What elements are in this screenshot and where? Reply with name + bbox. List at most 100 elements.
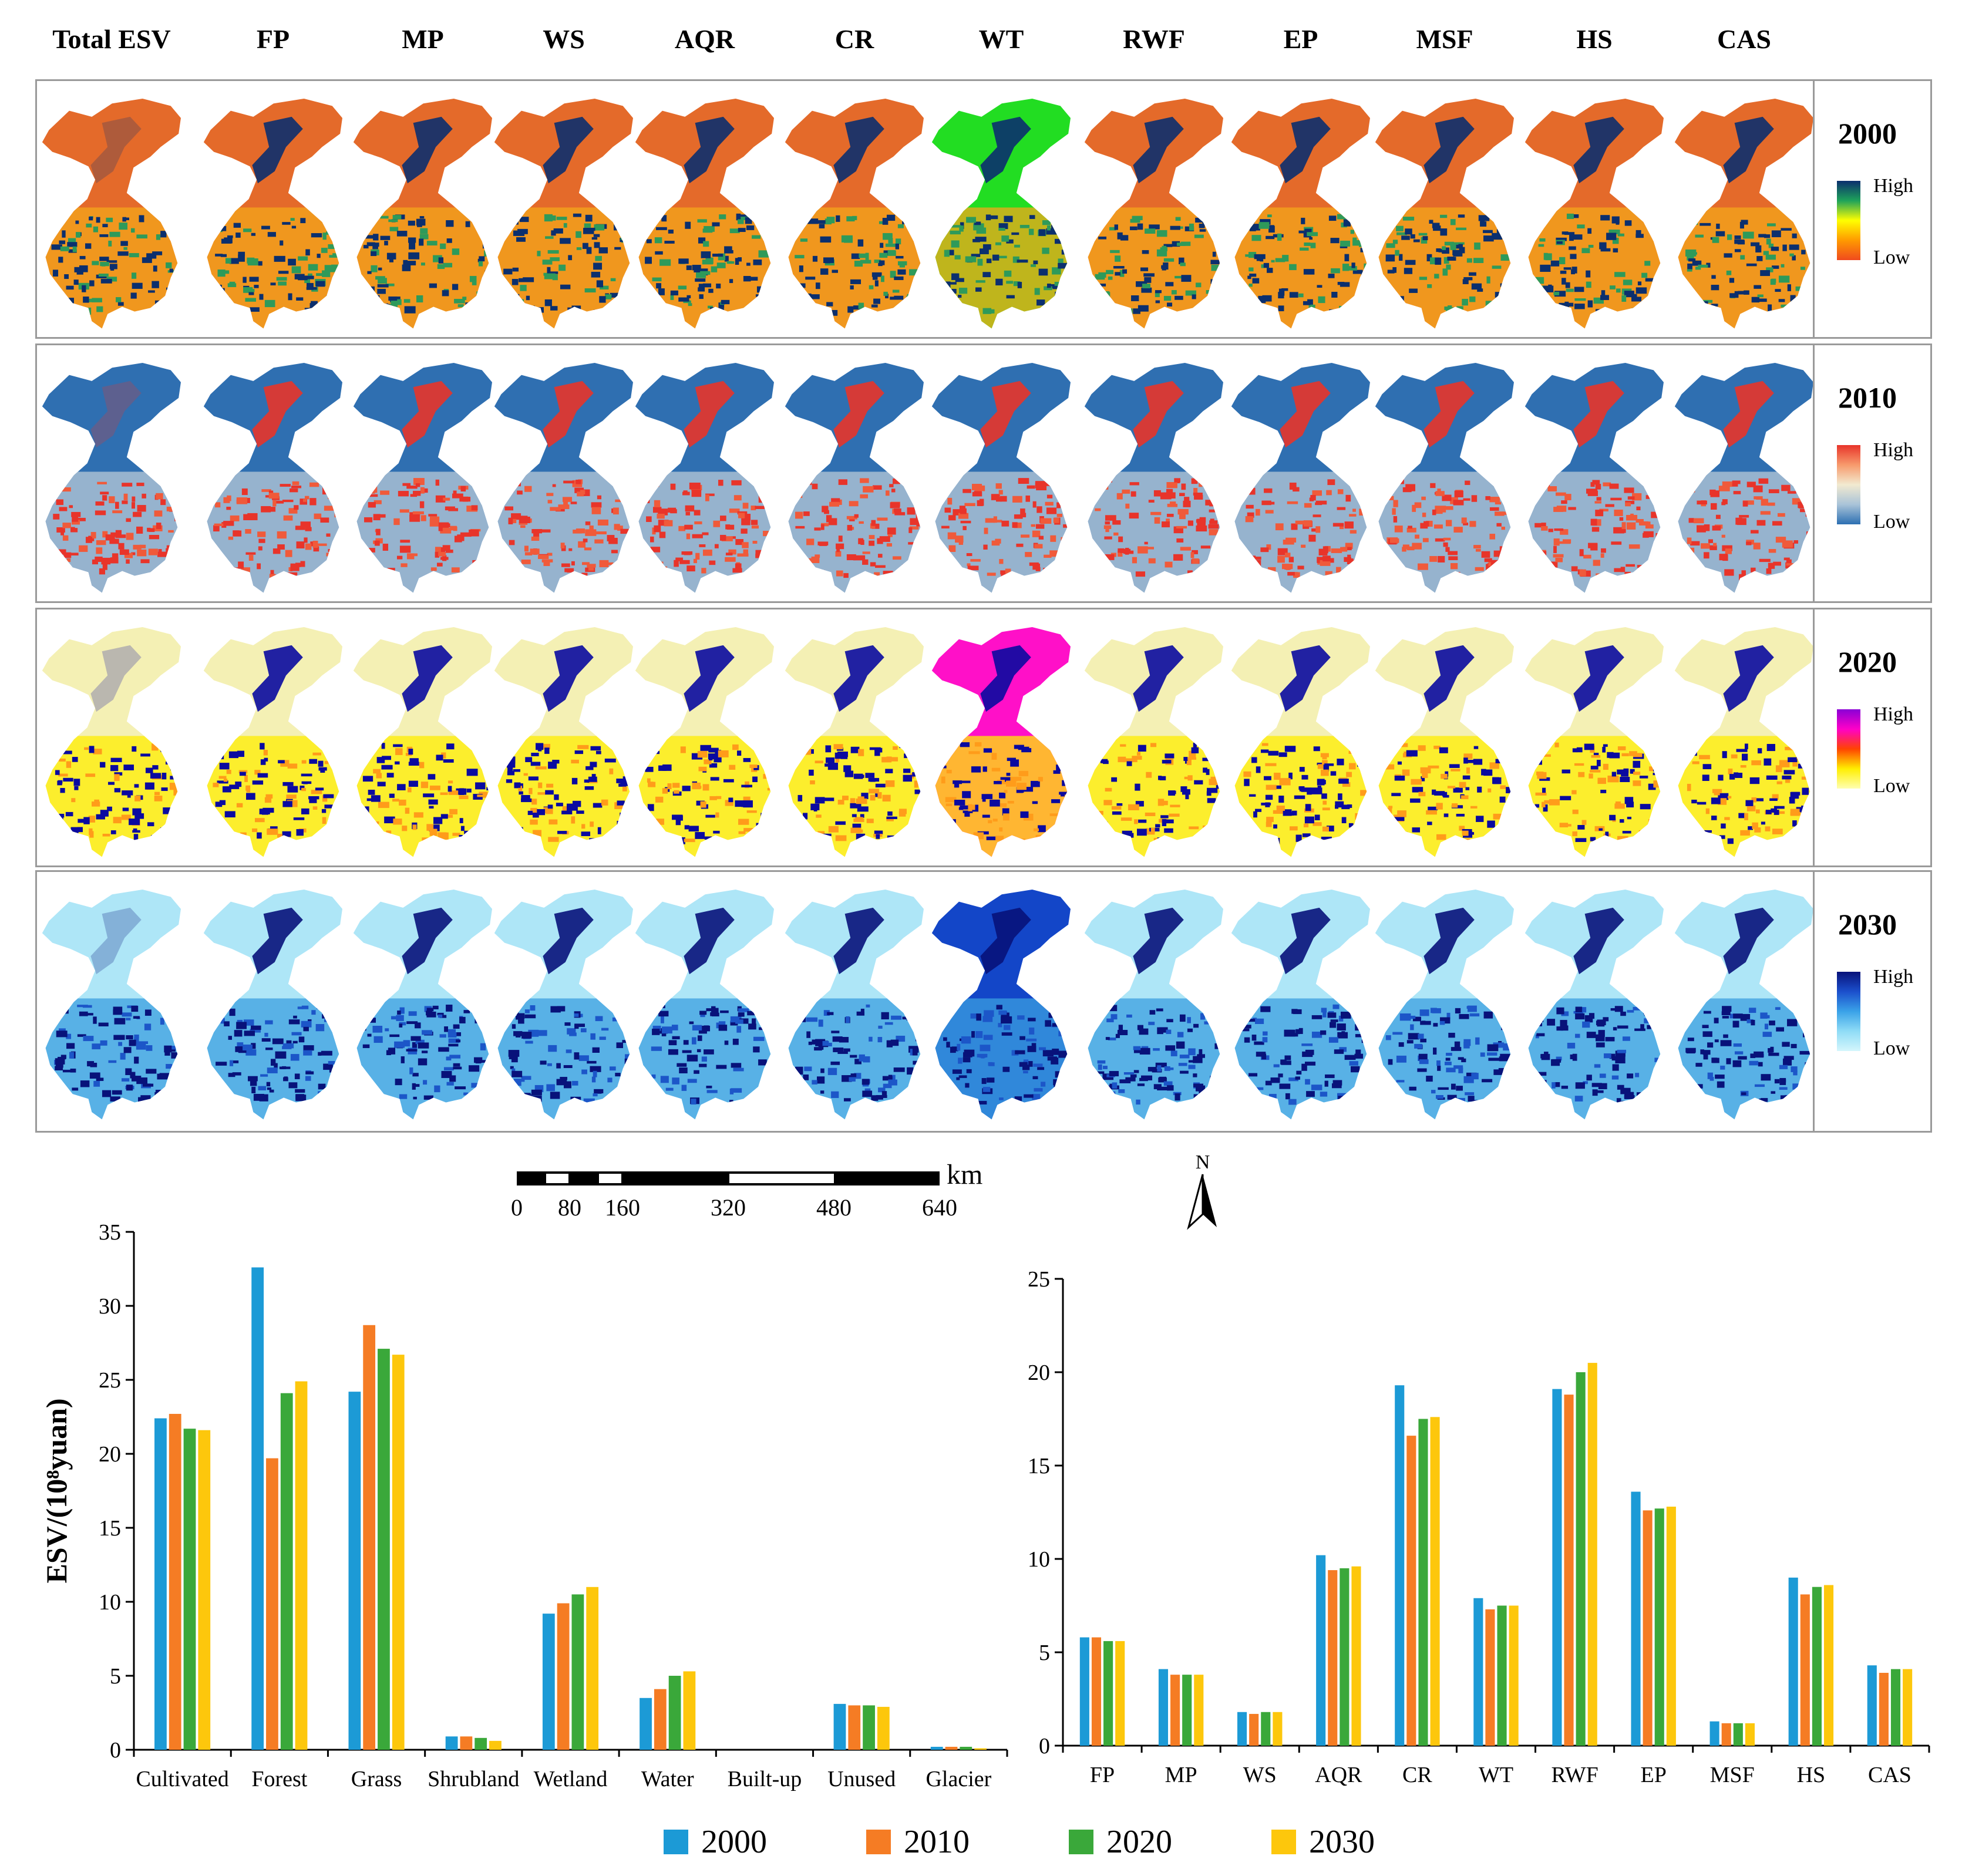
column-header: CR (834, 24, 874, 54)
legend-label: 2030 (1309, 1824, 1375, 1860)
map-msf-2000 (1375, 99, 1515, 329)
map-total-esv-2030 (42, 890, 181, 1120)
color-ramp (1837, 181, 1860, 260)
bar-2020-glacier (960, 1746, 972, 1750)
bar-2020-cas (1890, 1669, 1901, 1746)
bar-2000-forest (251, 1267, 264, 1750)
bar-2030-ws (1273, 1712, 1283, 1746)
map-ep-2010 (1231, 363, 1371, 593)
x-tick-label: FP (1090, 1763, 1115, 1787)
map-hs-2030 (1524, 890, 1664, 1120)
x-tick-label: Grass (351, 1767, 402, 1791)
bar-2030-mp (1194, 1675, 1204, 1746)
map-cr-2020 (785, 627, 924, 857)
bar-2010-fp (1091, 1637, 1102, 1746)
bar-2020-wetland (571, 1594, 584, 1750)
bar-2030-rwf (1587, 1363, 1597, 1746)
bar-2010-forest (266, 1458, 278, 1750)
map-cr-2000 (785, 99, 924, 329)
legend-item-2030: 2030 (1271, 1823, 1375, 1861)
bar-2010-ep (1643, 1510, 1653, 1746)
map-mp-2030 (353, 890, 493, 1120)
map-cas-2000 (1674, 99, 1814, 329)
x-tick-label: Unused (827, 1767, 896, 1791)
bar-2000-wetland (542, 1614, 555, 1750)
ramp-low-label: Low (1873, 511, 1910, 533)
bar-2020-water (668, 1676, 681, 1750)
map-row-2020 (42, 627, 1814, 857)
column-header: MP (402, 24, 444, 54)
map-cr-2010 (785, 363, 924, 593)
scale-tick-label: 80 (558, 1194, 581, 1221)
bar-2020-aqr (1340, 1568, 1349, 1746)
bar-2000-ws (1237, 1712, 1247, 1746)
bar-2010-glacier (945, 1746, 958, 1750)
x-tick-label: RWF (1551, 1763, 1598, 1787)
bar-2000-msf (1709, 1721, 1719, 1746)
y-tick-label: 0 (110, 1738, 121, 1763)
map-total-esv-2020 (42, 627, 181, 857)
bar-2010-wt (1485, 1609, 1495, 1746)
map-mp-2020 (353, 627, 493, 857)
map-fp-2010 (203, 363, 343, 593)
map-msf-2010 (1375, 363, 1515, 593)
y-tick-label: 15 (99, 1516, 121, 1541)
x-tick-label: WS (1243, 1763, 1277, 1787)
bar-2010-hs (1800, 1594, 1810, 1746)
y-tick-label: 5 (1039, 1641, 1050, 1665)
x-tick-label: EP (1641, 1763, 1667, 1787)
bar-2010-unused (848, 1705, 861, 1750)
bar-2020-forest (280, 1393, 293, 1750)
map-rwf-2000 (1084, 99, 1224, 329)
y-tick-label: 10 (1028, 1547, 1050, 1572)
bar-2030-wetland (586, 1587, 599, 1750)
legend-box-2000: 2000 High Low (1815, 79, 1932, 339)
legend-box-2030: 2030 High Low (1815, 870, 1932, 1133)
map-ws-2000 (494, 99, 634, 329)
ramp-low-label: Low (1873, 247, 1910, 268)
map-fp-2030 (203, 890, 343, 1120)
bar-2020-shrubland (474, 1737, 487, 1750)
bar-2020-msf (1733, 1723, 1743, 1746)
map-hs-2010 (1524, 363, 1664, 593)
bar-2030-wt (1509, 1605, 1519, 1746)
year-label: 2030 (1838, 908, 1897, 941)
legend-item-2000: 2000 (664, 1823, 767, 1861)
map-cas-2020 (1674, 627, 1814, 857)
year-label: 2010 (1838, 381, 1897, 414)
bar-2010-ws (1249, 1713, 1259, 1746)
ramp-high-label: High (1873, 703, 1913, 725)
bar-2020-rwf (1576, 1372, 1586, 1746)
y-tick-label: 25 (1028, 1267, 1050, 1292)
bar-2030-fp (1115, 1641, 1125, 1746)
color-ramp (1837, 709, 1860, 789)
bar-2000-cas (1867, 1665, 1877, 1746)
bar-2000-cr (1395, 1385, 1405, 1746)
y-tick-label: 10 (99, 1590, 121, 1615)
scale-tick-label: 0 (511, 1194, 523, 1221)
legend-swatch (664, 1830, 688, 1854)
map-hs-2020 (1524, 627, 1664, 857)
map-hs-2000 (1524, 99, 1664, 329)
ramp-low-label: Low (1873, 775, 1910, 797)
map-panel-2010 (35, 343, 1815, 603)
ramp-high-label: High (1873, 439, 1913, 461)
y-tick-label: 35 (99, 1220, 121, 1245)
map-rwf-2010 (1084, 363, 1224, 593)
bar-2020-cr (1418, 1419, 1428, 1746)
bar-2000-wt (1473, 1598, 1483, 1746)
bar-chart-2: 0 5 10 15 20 25 FP MP WS AQR CR WT RWF EP MSF HS CAS (1028, 1267, 1930, 1787)
bar-2020-ep (1654, 1508, 1664, 1746)
map-wt-2010 (931, 363, 1071, 593)
bar-2030-cas (1903, 1669, 1913, 1746)
legend-box-2020: 2020 High Low (1815, 608, 1932, 867)
x-tick-label: MP (1165, 1763, 1197, 1787)
map-aqr-2010 (635, 363, 775, 593)
legend-item-2020: 2020 (1069, 1823, 1172, 1861)
bar-2010-cas (1879, 1672, 1889, 1746)
bar-2000-mp (1158, 1669, 1169, 1746)
y-tick-label: 30 (99, 1294, 121, 1319)
column-header: FP (256, 24, 290, 54)
bar-2020-fp (1103, 1641, 1113, 1746)
bar-2010-water (654, 1689, 667, 1750)
